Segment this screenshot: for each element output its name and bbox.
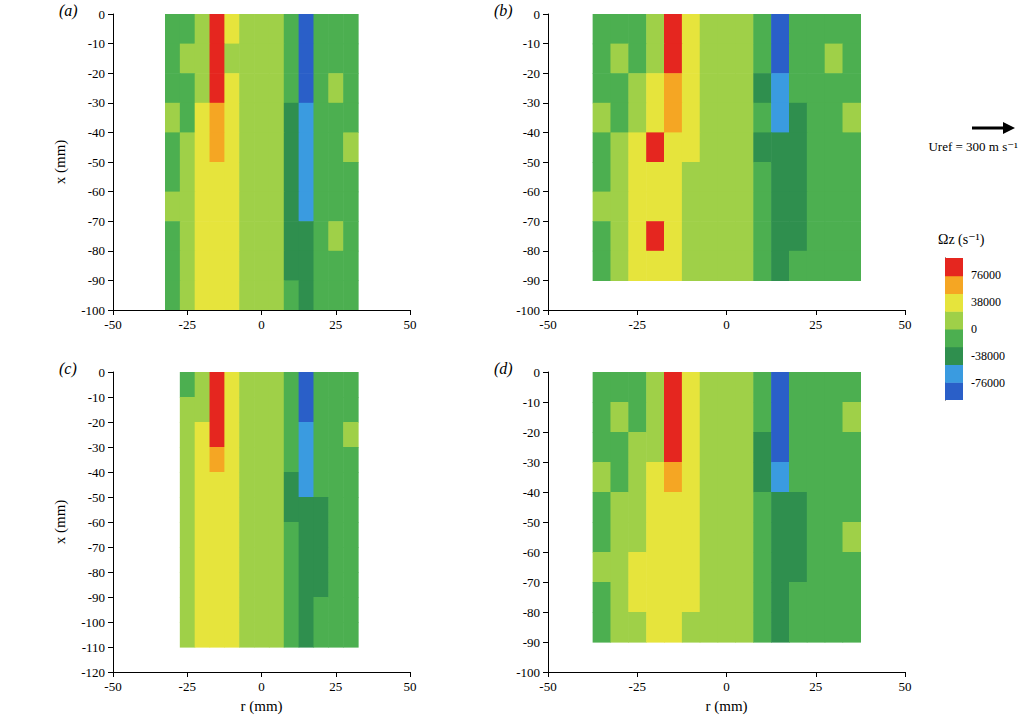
svg-text:-30: -30	[88, 95, 105, 110]
svg-text:-50: -50	[539, 679, 556, 694]
svg-text:-80: -80	[88, 565, 105, 580]
svg-text:-40: -40	[523, 125, 540, 140]
svg-text:-50: -50	[104, 679, 121, 694]
svg-text:-20: -20	[523, 66, 540, 81]
svg-text:Uref = 300 m s⁻¹: Uref = 300 m s⁻¹	[928, 139, 1018, 154]
svg-text:-50: -50	[88, 155, 105, 170]
svg-text:-70: -70	[88, 214, 105, 229]
svg-text:-80: -80	[523, 605, 540, 620]
svg-text:25: 25	[329, 679, 342, 694]
svg-text:-10: -10	[523, 395, 540, 410]
svg-text:-40: -40	[88, 465, 105, 480]
svg-text:-25: -25	[629, 317, 646, 332]
svg-text:0: 0	[99, 365, 106, 380]
svg-text:-70: -70	[523, 214, 540, 229]
svg-text:0: 0	[534, 365, 541, 380]
svg-text:Ωz (s⁻¹): Ωz (s⁻¹)	[938, 232, 985, 248]
svg-text:-100: -100	[516, 665, 540, 680]
svg-text:r (mm): r (mm)	[705, 698, 747, 715]
svg-text:-50: -50	[523, 155, 540, 170]
svg-text:-50: -50	[104, 317, 121, 332]
svg-text:-76000: -76000	[971, 376, 1005, 390]
svg-text:x (mm): x (mm)	[52, 140, 69, 185]
svg-text:25: 25	[809, 679, 822, 694]
svg-text:-20: -20	[523, 425, 540, 440]
svg-text:-40: -40	[523, 485, 540, 500]
svg-text:-80: -80	[523, 243, 540, 258]
svg-text:(a): (a)	[59, 2, 78, 20]
svg-text:-50: -50	[523, 515, 540, 530]
svg-text:0: 0	[258, 317, 265, 332]
svg-text:-20: -20	[88, 66, 105, 81]
svg-text:50: 50	[899, 317, 912, 332]
svg-text:-30: -30	[523, 455, 540, 470]
svg-text:-25: -25	[179, 679, 196, 694]
svg-text:0: 0	[971, 322, 977, 336]
svg-text:0: 0	[99, 7, 106, 22]
svg-text:38000: 38000	[971, 295, 1001, 309]
svg-text:-90: -90	[523, 635, 540, 650]
svg-text:(c): (c)	[59, 360, 77, 378]
svg-text:-100: -100	[516, 303, 540, 318]
svg-text:-100: -100	[81, 615, 105, 630]
svg-text:-60: -60	[88, 184, 105, 199]
svg-text:0: 0	[723, 679, 730, 694]
svg-text:-100: -100	[81, 303, 105, 318]
svg-text:-20: -20	[88, 415, 105, 430]
svg-text:0: 0	[534, 7, 541, 22]
svg-text:-10: -10	[88, 390, 105, 405]
svg-text:-38000: -38000	[971, 349, 1005, 363]
svg-text:0: 0	[258, 679, 265, 694]
svg-text:-50: -50	[539, 317, 556, 332]
svg-text:-40: -40	[88, 125, 105, 140]
svg-text:25: 25	[329, 317, 342, 332]
svg-text:-80: -80	[88, 243, 105, 258]
svg-text:50: 50	[899, 679, 912, 694]
svg-text:25: 25	[809, 317, 822, 332]
svg-text:-90: -90	[88, 590, 105, 605]
svg-text:50: 50	[404, 317, 417, 332]
svg-text:-120: -120	[81, 665, 105, 680]
svg-text:50: 50	[404, 679, 417, 694]
svg-text:-30: -30	[523, 95, 540, 110]
svg-text:-60: -60	[523, 545, 540, 560]
svg-text:-70: -70	[523, 575, 540, 590]
svg-text:76000: 76000	[971, 268, 1001, 282]
svg-text:-70: -70	[88, 540, 105, 555]
svg-text:-30: -30	[88, 440, 105, 455]
svg-text:-110: -110	[82, 640, 105, 655]
svg-text:(b): (b)	[494, 2, 513, 20]
svg-text:-25: -25	[179, 317, 196, 332]
svg-text:0: 0	[723, 317, 730, 332]
svg-text:-90: -90	[88, 273, 105, 288]
svg-text:-10: -10	[88, 36, 105, 51]
svg-text:-10: -10	[523, 36, 540, 51]
svg-text:-90: -90	[523, 273, 540, 288]
svg-text:-50: -50	[88, 490, 105, 505]
svg-text:-60: -60	[523, 184, 540, 199]
svg-text:r (mm): r (mm)	[240, 698, 282, 715]
svg-text:x (mm): x (mm)	[52, 500, 69, 545]
svg-text:-60: -60	[88, 515, 105, 530]
svg-text:-25: -25	[629, 679, 646, 694]
svg-text:(d): (d)	[494, 360, 513, 378]
